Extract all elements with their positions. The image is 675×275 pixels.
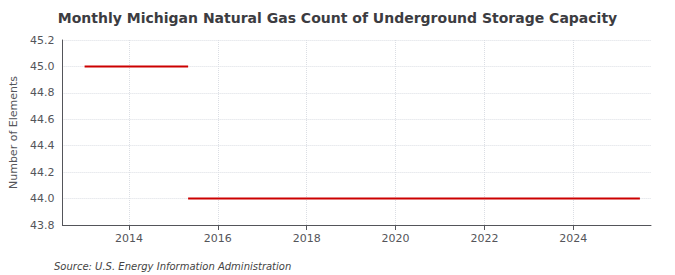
svg-text:44.8: 44.8 <box>30 86 55 99</box>
svg-text:Source: U.S. Energy Informatio: Source: U.S. Energy Information Administ… <box>54 261 291 272</box>
svg-text:Monthly Michigan Natural Gas C: Monthly Michigan Natural Gas Count of Un… <box>58 10 617 26</box>
svg-text:44.6: 44.6 <box>30 113 55 126</box>
svg-text:2018: 2018 <box>293 232 321 245</box>
svg-text:44.4: 44.4 <box>30 139 55 152</box>
svg-text:45.2: 45.2 <box>30 34 55 47</box>
svg-text:45.0: 45.0 <box>30 60 55 73</box>
svg-text:Number of Elements: Number of Elements <box>7 76 20 189</box>
svg-text:2024: 2024 <box>559 232 587 245</box>
svg-text:2022: 2022 <box>470 232 498 245</box>
svg-text:43.8: 43.8 <box>30 219 55 232</box>
svg-text:2014: 2014 <box>115 232 143 245</box>
svg-text:44.2: 44.2 <box>30 166 55 179</box>
svg-text:2020: 2020 <box>382 232 410 245</box>
svg-text:2016: 2016 <box>204 232 232 245</box>
svg-text:44.0: 44.0 <box>30 192 55 205</box>
